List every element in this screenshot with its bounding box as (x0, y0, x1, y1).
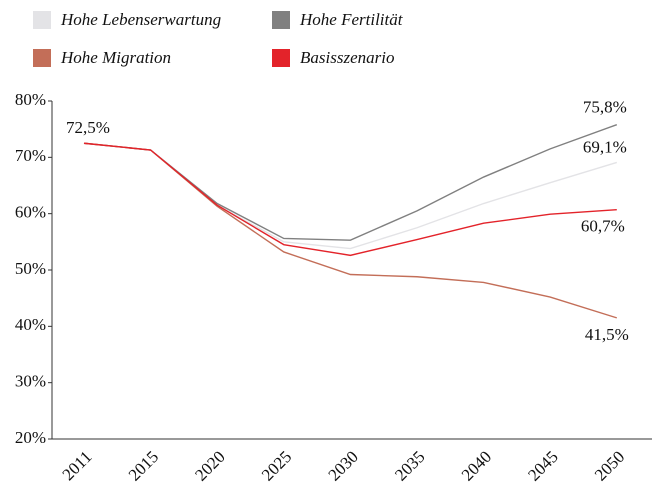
series-line (83, 124, 618, 241)
legend-label: Hohe Migration (60, 48, 171, 67)
legend-label: Hohe Fertilität (299, 10, 404, 29)
value-label: 75,8% (583, 98, 627, 117)
x-tick-label: 2045 (524, 447, 561, 484)
x-tick-label: 2030 (325, 447, 362, 484)
legend-swatch (272, 11, 290, 29)
y-tick-label: 50% (15, 259, 46, 278)
series-line (83, 142, 618, 250)
x-tick-label: 2020 (191, 447, 228, 484)
value-label: 60,7% (581, 217, 625, 236)
value-label: 72,5% (66, 118, 110, 137)
legend-swatch (272, 49, 290, 67)
x-tick-label: 2015 (125, 447, 162, 484)
value-label: 41,5% (585, 325, 629, 344)
y-tick-label: 40% (15, 315, 46, 334)
legend-label: Hohe Lebenserwartung (60, 10, 221, 29)
x-tick-label: 2011 (59, 447, 96, 484)
series-line (83, 142, 618, 319)
x-tick-label: 2025 (258, 447, 295, 484)
y-tick-label: 80% (15, 90, 46, 109)
legend-swatch (33, 11, 51, 29)
value-label: 69,1% (583, 137, 627, 156)
y-tick-label: 60% (15, 203, 46, 222)
y-tick-label: 20% (15, 428, 46, 447)
x-tick-label: 2040 (458, 447, 495, 484)
legend-swatch (33, 49, 51, 67)
x-tick-label: 2035 (391, 447, 428, 484)
y-tick-label: 70% (15, 146, 46, 165)
x-tick-label: 2050 (591, 447, 628, 484)
legend-label: Basisszenario (300, 48, 394, 67)
series-line (83, 142, 617, 257)
y-tick-label: 30% (15, 372, 46, 391)
